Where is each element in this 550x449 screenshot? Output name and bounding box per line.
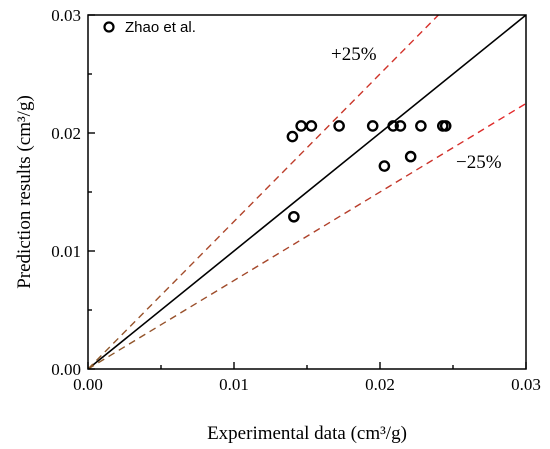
- y-tick-label: 0.03: [51, 6, 81, 25]
- data-point: [378, 160, 391, 172]
- one-to-one-line: [88, 15, 526, 369]
- y-tick-label: 0.01: [51, 242, 81, 261]
- data-point: [288, 210, 300, 223]
- axis-ticks: [87, 14, 527, 370]
- data-point: [333, 120, 345, 132]
- x-tick-label: 0.01: [219, 375, 249, 394]
- x-tick-label: 0.03: [511, 375, 541, 394]
- x-axis-title: Experimental data (cm³/g): [207, 423, 407, 444]
- data-point: [366, 120, 379, 132]
- legend-marker: [103, 21, 115, 33]
- data-point: [394, 120, 407, 132]
- y-tick-labels: 0.00 0.01 0.02 0.03: [51, 6, 81, 379]
- y-tick-label: 0.02: [51, 124, 81, 143]
- data-points: [286, 120, 452, 223]
- y-axis-title: Prediction results (cm³/g): [14, 95, 35, 289]
- minus-25-line: [88, 102, 526, 369]
- upper-band-label: +25%: [331, 44, 377, 65]
- legend-label: Zhao et al.: [125, 19, 196, 36]
- x-tick-label: 0.02: [365, 375, 395, 394]
- plus-25-line: [88, 15, 440, 369]
- reference-lines: [88, 15, 526, 369]
- data-point: [415, 120, 427, 132]
- x-tick-label: 0.00: [73, 375, 103, 394]
- x-tick-labels: 0.00 0.01 0.02 0.03: [73, 375, 541, 394]
- data-point: [387, 120, 399, 132]
- data-point: [439, 120, 452, 132]
- data-point: [295, 120, 307, 132]
- data-point: [404, 150, 417, 163]
- y-tick-label: 0.00: [51, 360, 81, 379]
- data-point: [286, 130, 299, 143]
- lower-band-label: −25%: [456, 152, 502, 173]
- legend: Zhao et al.: [103, 19, 196, 36]
- data-point: [305, 120, 318, 132]
